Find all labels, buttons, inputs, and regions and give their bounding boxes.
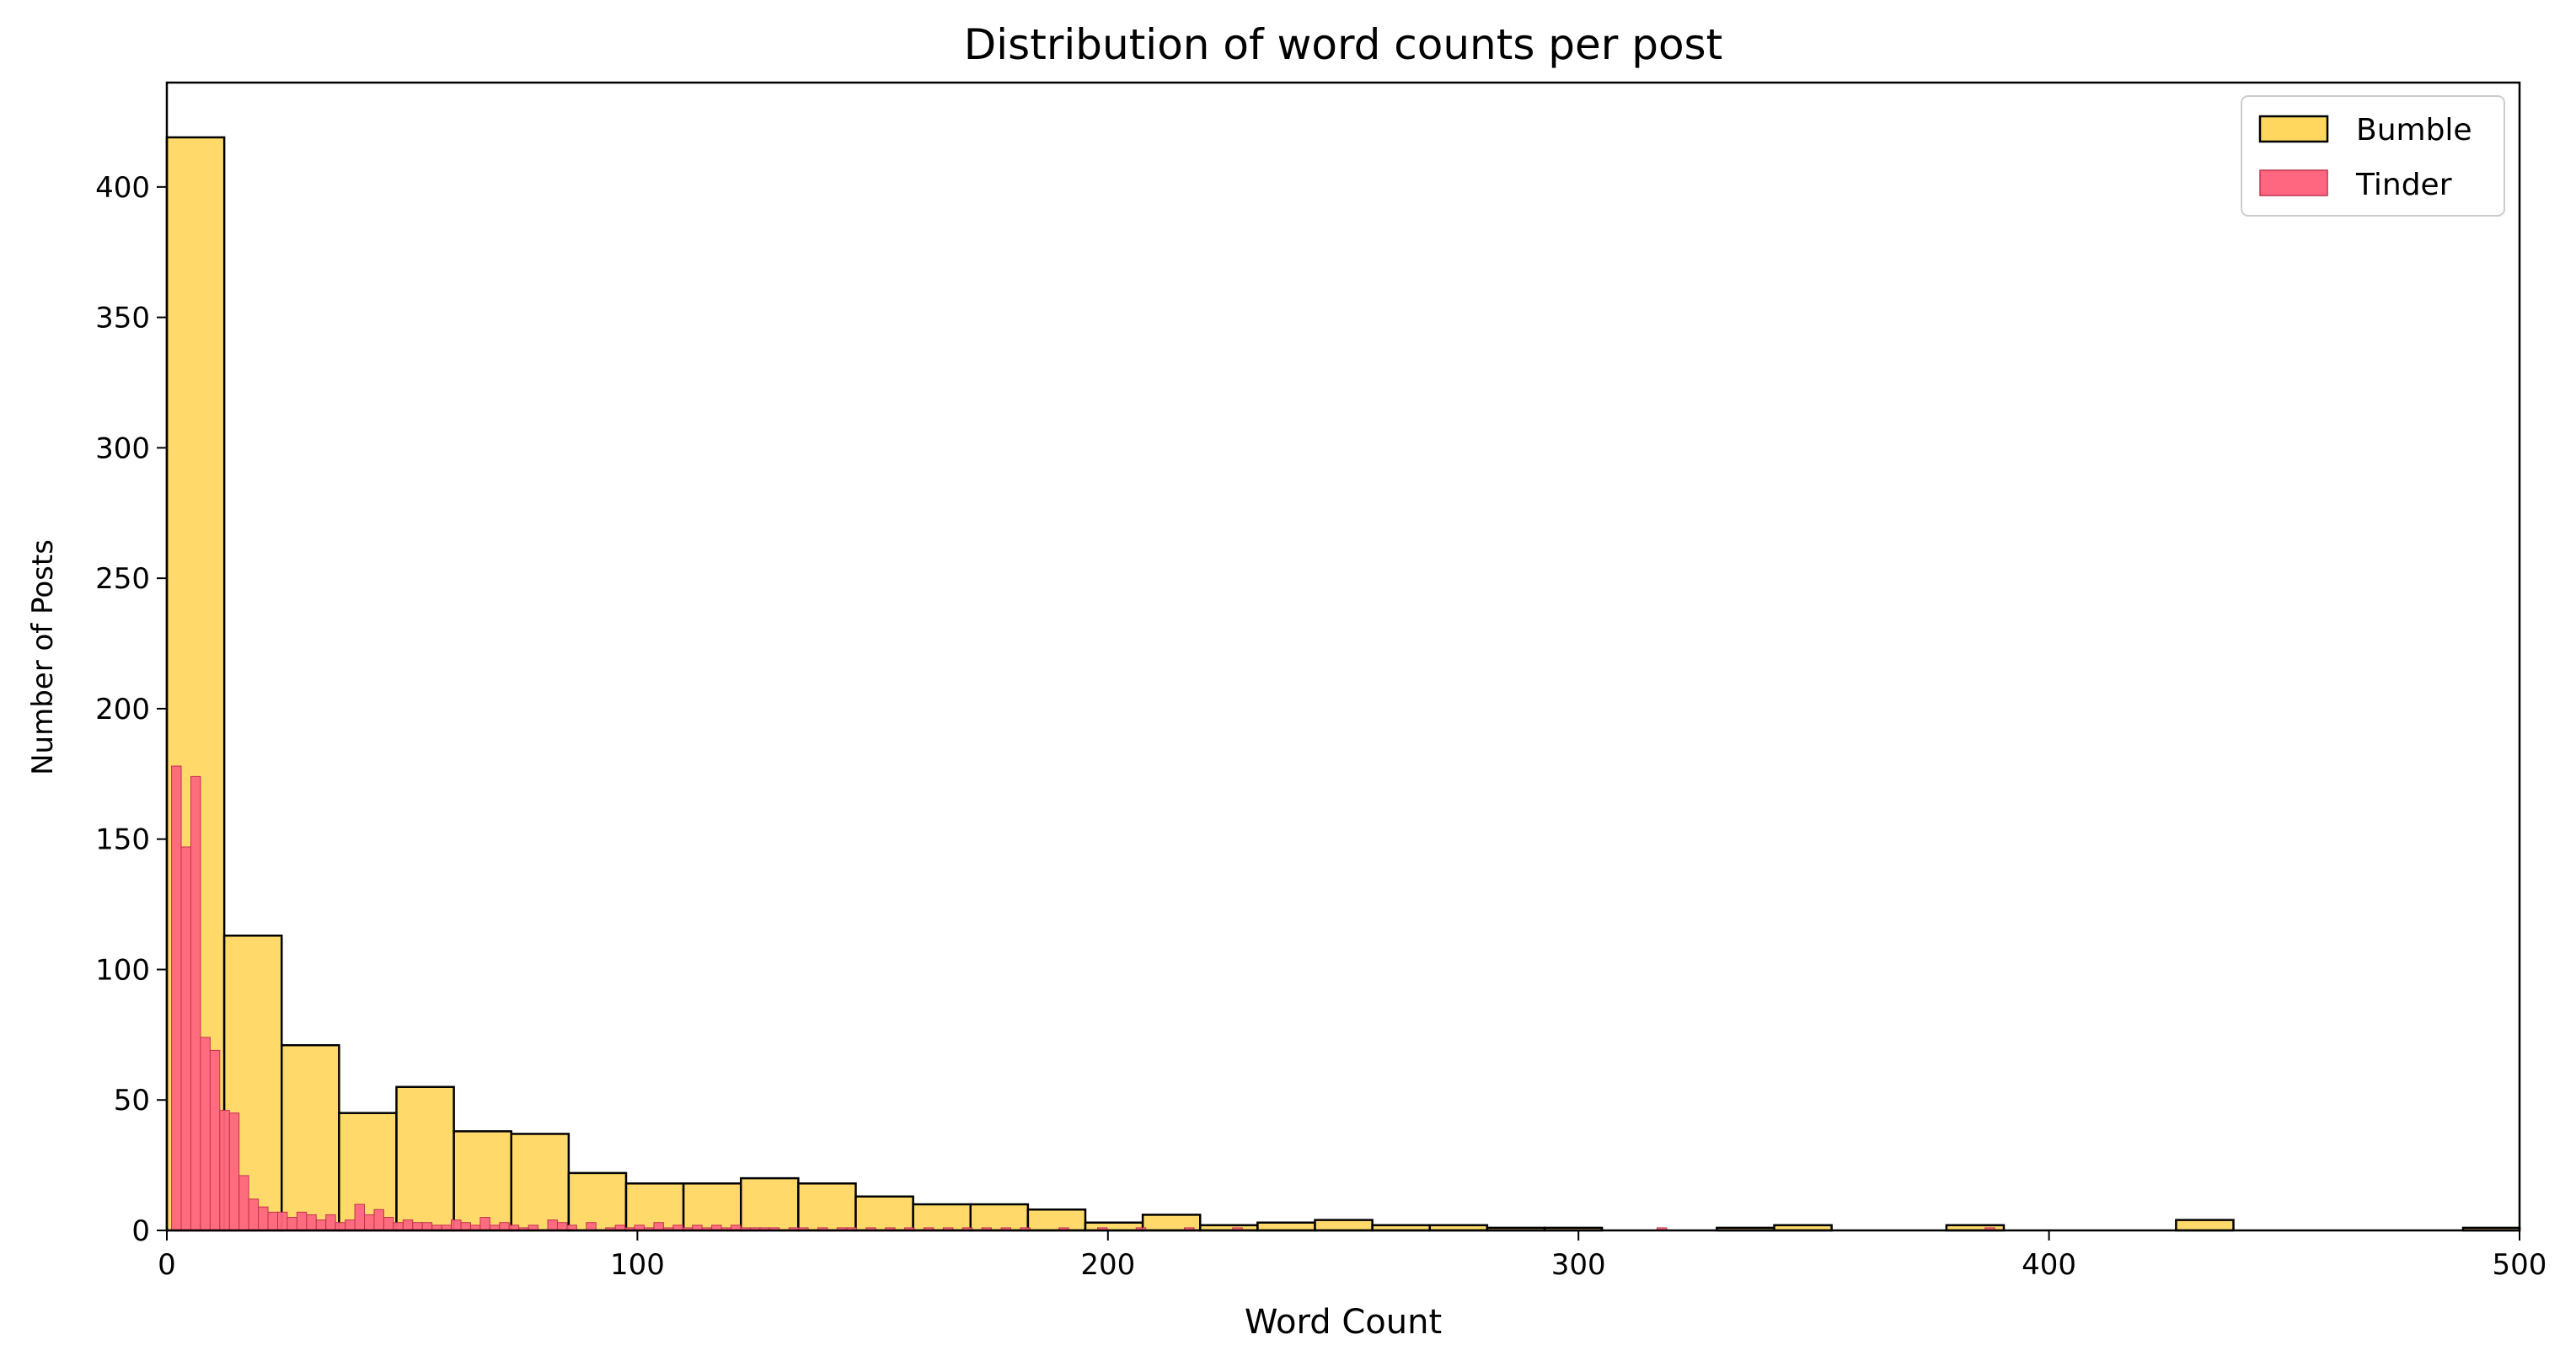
bar-tinder xyxy=(228,1112,240,1231)
bar-tinder xyxy=(345,1219,356,1231)
y-tick-label: 250 xyxy=(95,562,150,596)
bar-tinder xyxy=(421,1222,433,1231)
y-tick-label: 0 xyxy=(131,1214,150,1248)
bar-bumble xyxy=(969,1203,1030,1232)
bar-tinder xyxy=(258,1206,269,1231)
x-tick-label: 400 xyxy=(2022,1248,2076,1282)
bar-bumble xyxy=(338,1112,398,1232)
bar-tinder xyxy=(373,1209,384,1231)
bar-tinder xyxy=(383,1217,394,1231)
x-tick-label: 100 xyxy=(610,1248,665,1282)
bar-tinder xyxy=(479,1217,490,1231)
bar-tinder xyxy=(556,1222,568,1231)
chart-title: Distribution of word counts per post xyxy=(964,20,1722,69)
legend-label-bumble: Bumble xyxy=(2356,113,2472,147)
bar-tinder xyxy=(451,1219,462,1231)
bar-tinder xyxy=(190,775,201,1231)
bar-tinder xyxy=(238,1175,249,1231)
legend-label-tinder: Tinder xyxy=(2355,168,2452,202)
bar-tinder xyxy=(460,1222,471,1231)
bar-tinder xyxy=(200,1037,211,1231)
bar-bumble xyxy=(510,1133,570,1232)
bar-tinder xyxy=(335,1222,346,1231)
legend: Bumble Tinder xyxy=(2241,95,2505,217)
bar-tinder xyxy=(248,1198,260,1231)
bar-bumble xyxy=(682,1182,742,1232)
bar-bumble xyxy=(739,1176,800,1232)
x-tick-label: 300 xyxy=(1551,1248,1606,1282)
bar-tinder xyxy=(354,1203,366,1231)
bar-bumble xyxy=(453,1130,512,1232)
y-tick-label: 200 xyxy=(95,693,150,726)
bar-bumble xyxy=(797,1182,857,1232)
bar-tinder xyxy=(171,765,182,1231)
x-axis-label: Word Count xyxy=(1245,1303,1442,1342)
y-tick-label: 300 xyxy=(95,431,150,465)
bar-bumble xyxy=(567,1171,628,1232)
bar-tinder xyxy=(180,846,191,1231)
legend-swatch-bumble xyxy=(2258,115,2329,143)
bar-tinder xyxy=(219,1110,230,1231)
bar-tinder xyxy=(586,1222,597,1231)
x-axis-ticks: 0 100 200 300 400 500 xyxy=(158,1230,2547,1282)
y-tick-label: 350 xyxy=(95,302,150,335)
y-tick-label: 50 xyxy=(114,1084,150,1117)
bar-tinder xyxy=(277,1211,288,1231)
bar-bumble xyxy=(1256,1221,1316,1232)
bar-bumble xyxy=(1314,1219,1374,1232)
bar-bumble xyxy=(854,1195,914,1232)
bar-tinder xyxy=(325,1214,336,1231)
bar-bumble xyxy=(395,1085,455,1232)
legend-swatch-tinder xyxy=(2259,169,2328,196)
bar-tinder xyxy=(402,1219,414,1231)
y-axis-label: Number of Posts xyxy=(26,539,60,775)
y-tick-label: 100 xyxy=(95,953,150,987)
bar-tinder xyxy=(499,1222,510,1231)
series-bumble xyxy=(165,136,2521,1232)
bar-tinder xyxy=(296,1211,308,1231)
bar-tinder xyxy=(315,1219,327,1231)
bar-tinder xyxy=(547,1219,558,1231)
plot-area-frame xyxy=(165,81,2521,1232)
bar-bumble xyxy=(1084,1221,1144,1232)
y-tick-label: 400 xyxy=(95,171,150,205)
bar-tinder xyxy=(393,1222,404,1231)
bar-tinder xyxy=(653,1222,664,1231)
bar-tinder xyxy=(267,1211,279,1231)
bar-tinder xyxy=(306,1214,317,1231)
bar-tinder xyxy=(364,1214,375,1231)
bar-bumble xyxy=(912,1203,972,1232)
bar-tinder xyxy=(209,1049,221,1231)
x-tick-label: 500 xyxy=(2493,1248,2547,1282)
y-tick-label: 150 xyxy=(95,823,150,857)
y-axis-ticks: 0 50 100 150 200 250 300 350 400 xyxy=(95,171,167,1248)
x-tick-label: 200 xyxy=(1080,1248,1135,1282)
bar-tinder xyxy=(287,1217,297,1231)
bar-bumble xyxy=(2175,1219,2235,1232)
bar-bumble xyxy=(1026,1208,1087,1232)
bar-tinder xyxy=(412,1222,423,1231)
bar-bumble xyxy=(280,1043,340,1232)
x-tick-label: 0 xyxy=(158,1248,176,1282)
